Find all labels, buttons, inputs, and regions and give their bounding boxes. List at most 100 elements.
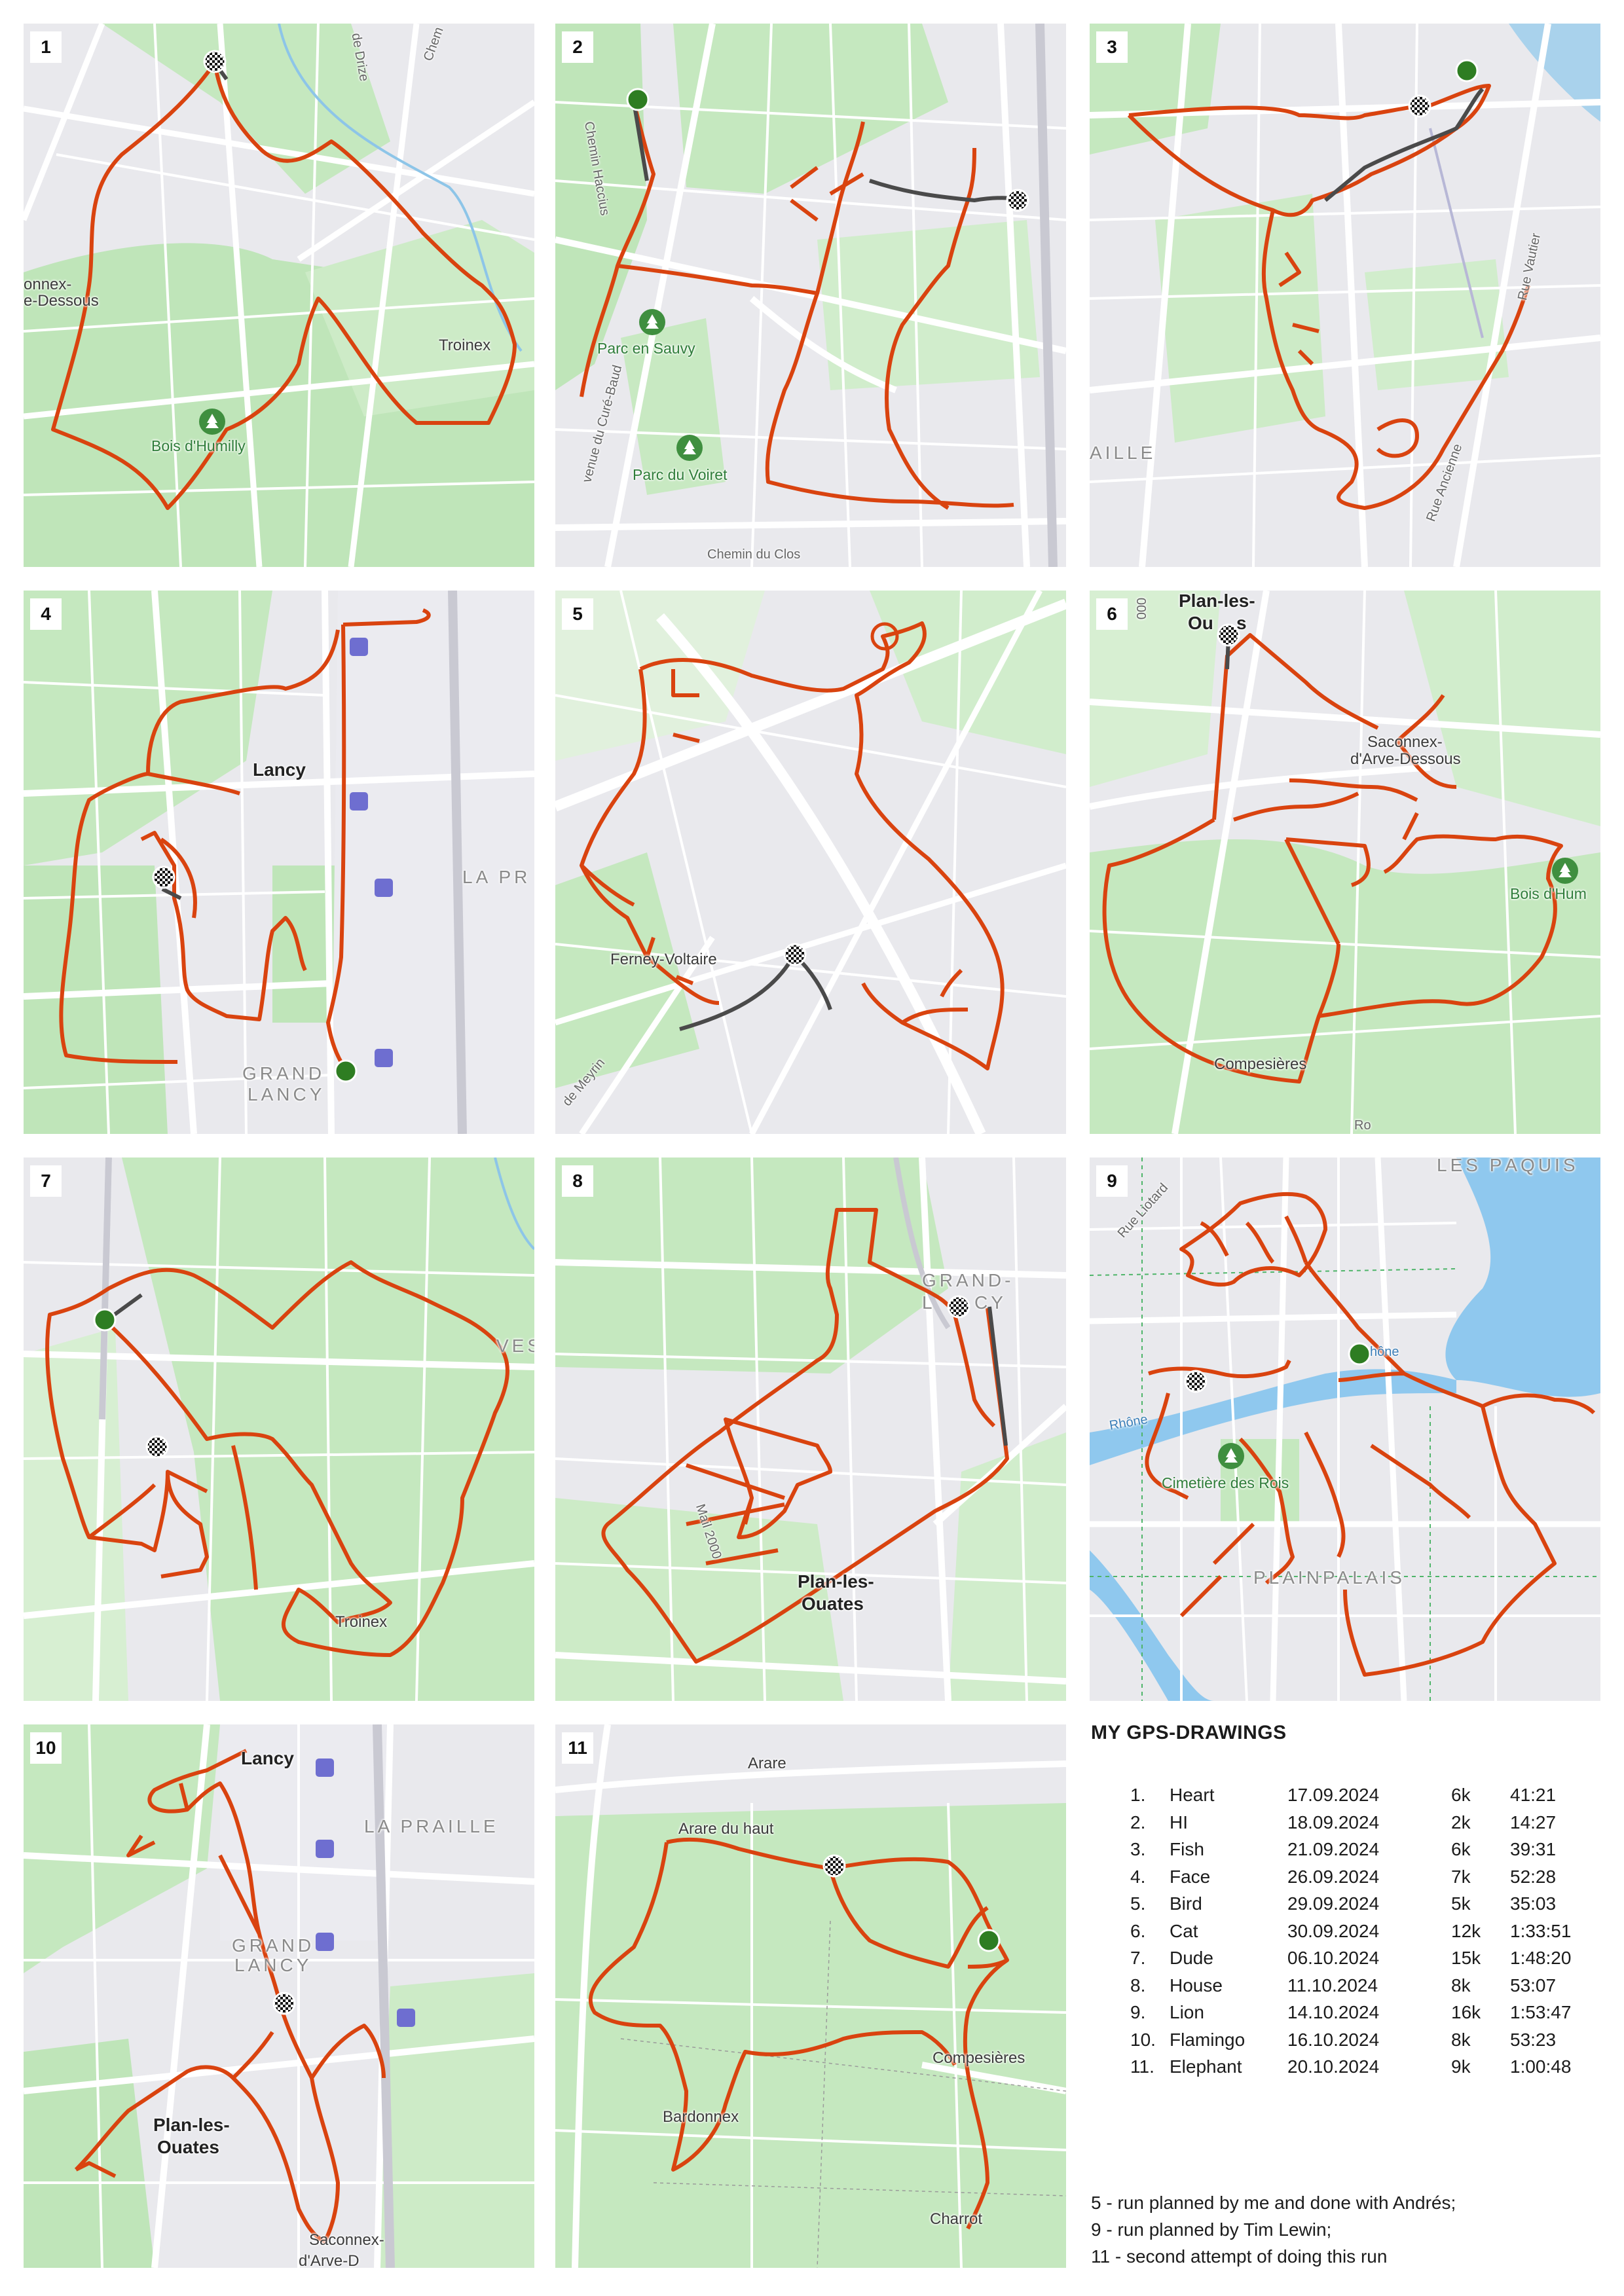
run-name: Flamingo [1170,2029,1246,2050]
map-panel-4: 4 Lancy LA PR GRAND LANCY [24,591,534,1134]
run-distance: 15k [1451,1948,1481,1968]
map-label: Arare [748,1755,786,1772]
panel-number: 5 [562,598,593,630]
map-label: hône [1370,1345,1399,1359]
map-panel-2: 2 Chemin Haccius Parc en Sauvy Parc du V… [555,24,1066,567]
map-label: LANCY [234,1955,312,1975]
map-label: Ferney-Voltaire [610,951,717,968]
run-date: 30.09.2024 [1287,1920,1380,1941]
run-time: 14:27 [1510,1812,1557,1832]
run-row: 3. Fish 21.09.2024 6k 39:31 [1130,1839,1589,1867]
run-time: 52:28 [1510,1866,1557,1887]
panel-number: 2 [562,31,593,63]
panel-number: 4 [30,598,62,630]
run-name: Elephant [1170,2056,1242,2077]
run-date: 16.10.2024 [1287,2029,1380,2050]
run-date: 29.09.2024 [1287,1893,1380,1914]
panel-number: 8 [562,1165,593,1197]
map-label: LA PR [462,867,531,887]
run-number: 6. [1130,1920,1146,1941]
map-panel-6: 6 Plan-les- Ou s Saconnex- d'Arve-Dessou… [1090,591,1600,1134]
note-line: 5 - run planned by me and done with Andr… [1091,2193,1456,2213]
run-number: 8. [1130,1975,1146,1995]
train-station-icon [316,1758,415,2027]
map-label: Compesières [1214,1055,1307,1073]
map-label: LES PÂQUIS [1437,1157,1579,1175]
run-row: 1. Heart 17.09.2024 6k 41:21 [1130,1785,1589,1812]
map-label: Parc du Voiret [633,466,728,483]
run-number: 4. [1130,1866,1146,1887]
map-label: Cimetière des Rois [1162,1474,1289,1491]
run-time: 1:33:51 [1510,1920,1572,1941]
run-number: 1. [1130,1785,1146,1805]
map-label: d'Arve-D [299,2252,360,2268]
run-name: Dude [1170,1948,1213,1968]
run-date: 18.09.2024 [1287,1812,1380,1832]
map-label: GRAND [232,1935,315,1956]
run-number: 9. [1130,2002,1146,2022]
run-row: 2. HI 18.09.2024 2k 14:27 [1130,1812,1589,1840]
map-label: Troinex [439,337,491,354]
run-name: Bird [1170,1893,1202,1914]
run-distance: 8k [1451,1975,1471,1995]
map-panel-11: 11 Arare Arare du haut Compesières Bardo… [555,1724,1066,2268]
panel-number: 7 [30,1165,62,1197]
run-date: 11.10.2024 [1287,1975,1378,1995]
run-number: 2. [1130,1812,1146,1832]
panel-number: 6 [1096,598,1128,630]
note-line: 9 - run planned by Tim Lewin; [1091,2219,1332,2240]
map-label: Parc en Sauvy [597,340,695,357]
map-label: s [1236,613,1247,633]
map-label: VESS [496,1336,534,1356]
run-row: 11. Elephant 20.10.2024 9k 1:00:48 [1130,2056,1589,2084]
run-row: 9. Lion 14.10.2024 16k 1:53:47 [1130,2002,1589,2030]
run-name: Cat [1170,1920,1198,1941]
run-row: 5. Bird 29.09.2024 5k 35:03 [1130,1893,1589,1921]
map-label: Troinex [335,1613,388,1631]
run-notes: 5 - run planned by me and done with Andr… [1091,2189,1456,2270]
panel-number: 10 [30,1732,62,1764]
map-label: onnex- [24,276,72,293]
run-date: 06.10.2024 [1287,1948,1380,1968]
start-marker-icon [93,1308,117,1332]
run-date: 14.10.2024 [1287,2002,1380,2022]
run-row: 7. Dude 06.10.2024 15k 1:48:20 [1130,1948,1589,1975]
panel-number: 11 [562,1732,593,1764]
finish-flag-icon [152,866,175,889]
run-time: 1:53:47 [1510,2002,1572,2022]
runs-table: 1. Heart 17.09.2024 6k 41:21 2. HI 18.09.2024 2k… [1130,1785,1589,2084]
map-label: Ou [1188,613,1213,633]
map-label: LANCY [248,1084,325,1104]
map-label: Saconnex- [309,2231,384,2249]
run-number: 3. [1130,1839,1146,1859]
run-row: 10. Flamingo 16.10.2024 8k 53:23 [1130,2030,1589,2057]
start-marker-icon [977,1929,1001,1952]
run-number: 7. [1130,1948,1146,1968]
run-row: 8. House 11.10.2024 8k 53:07 [1130,1975,1589,2003]
run-time: 1:00:48 [1510,2056,1572,2077]
map-label: Plan-les- [153,2115,230,2135]
run-name: Face [1170,1866,1211,1887]
run-name: House [1170,1975,1223,1995]
map-label: Plan-les- [1179,591,1255,611]
map-label: Saconnex- [1367,733,1443,751]
finish-flag-icon [203,50,227,73]
finish-flag-icon [1217,623,1240,647]
finish-flag-icon [822,1854,846,1878]
map-label: Ouates [802,1594,864,1614]
run-distance: 9k [1451,2056,1471,2077]
run-distance: 2k [1451,1812,1471,1832]
runs-legend: MY GPS-DRAWINGS 1. Heart 17.09.2024 6k 41:21… [1091,1722,1608,2077]
map-label: Compesières [932,2049,1025,2067]
panel-number: 9 [1096,1165,1128,1197]
map-panel-3: 3 AILLE Rue Vautier Rue Ancienne [1090,24,1600,567]
legend-title: MY GPS-DRAWINGS [1091,1722,1287,1743]
run-distance: 6k [1451,1785,1471,1805]
start-marker-icon [1348,1342,1371,1366]
run-time: 35:03 [1510,1893,1557,1914]
run-row: 4. Face 26.09.2024 7k 52:28 [1130,1867,1589,1894]
map-label: Chemin du Clos [707,547,801,562]
map-label: Bardonnex [663,2108,739,2126]
start-marker-icon [334,1059,358,1083]
run-number: 5. [1130,1893,1146,1914]
